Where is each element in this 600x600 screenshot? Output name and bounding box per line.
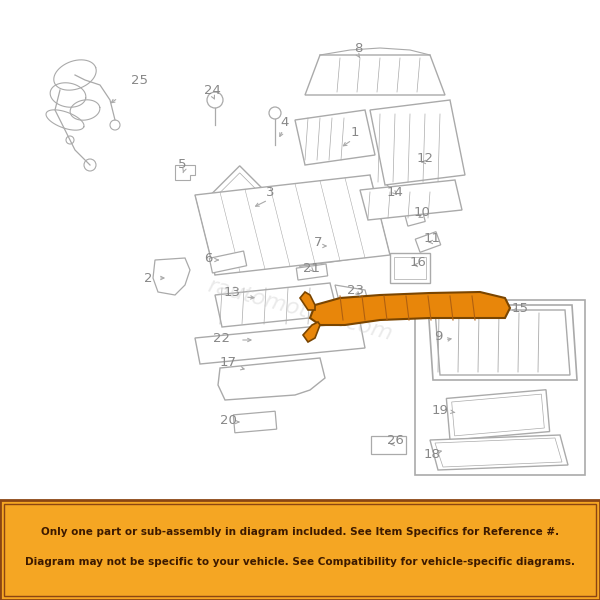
Polygon shape [295,110,375,165]
Text: Only one part or sub-assembly in diagram included. See Item Specifics for Refere: Only one part or sub-assembly in diagram… [41,527,559,537]
Text: 11: 11 [424,232,440,245]
Polygon shape [371,436,406,454]
Text: 10: 10 [413,206,430,220]
Text: 26: 26 [386,433,403,446]
Text: 18: 18 [424,449,440,461]
Polygon shape [390,253,430,283]
Polygon shape [215,283,338,327]
Text: 5: 5 [178,158,186,172]
Text: rаutomotive.com: rаutomotive.com [205,275,395,344]
Text: 8: 8 [354,41,362,55]
Polygon shape [435,310,570,375]
Bar [4,504,596,596]
Polygon shape [452,394,544,436]
Polygon shape [195,322,365,364]
Text: Diagram may not be specific to your vehicle. See Compatibility for vehicle-speci: Diagram may not be specific to your vehi… [25,557,575,567]
Polygon shape [360,180,462,220]
Polygon shape [175,165,195,180]
Text: 22: 22 [214,331,230,344]
Polygon shape [201,166,289,254]
Polygon shape [335,285,370,308]
Text: 12: 12 [416,151,433,164]
Text: 17: 17 [220,355,236,368]
Polygon shape [430,435,568,470]
Polygon shape [208,173,282,247]
Polygon shape [195,175,390,275]
Polygon shape [300,233,380,262]
Text: 13: 13 [223,286,241,299]
Polygon shape [370,100,465,185]
Text: 7: 7 [314,235,322,248]
Bar [0,500,600,600]
Text: 1: 1 [351,125,359,139]
Polygon shape [305,55,445,95]
Polygon shape [405,210,425,226]
Polygon shape [415,232,441,253]
Text: 2: 2 [144,271,152,284]
Bar [415,300,585,475]
Polygon shape [446,390,550,440]
Polygon shape [300,292,315,310]
Text: 3: 3 [266,185,274,199]
Text: 6: 6 [204,251,212,265]
Text: 19: 19 [431,403,448,416]
Polygon shape [153,258,190,295]
Polygon shape [310,292,510,325]
Polygon shape [233,411,277,433]
Text: 9: 9 [434,331,442,343]
Text: 20: 20 [220,413,236,427]
Polygon shape [209,251,247,273]
Text: 16: 16 [410,256,427,269]
Text: 15: 15 [511,301,529,314]
Polygon shape [435,438,562,467]
Text: 24: 24 [203,83,220,97]
Polygon shape [218,358,325,400]
Text: 23: 23 [347,283,364,296]
Text: 25: 25 [131,73,149,86]
Polygon shape [303,322,320,342]
Text: 4: 4 [281,115,289,128]
Text: 21: 21 [304,262,320,275]
Polygon shape [428,305,577,380]
Polygon shape [296,264,328,280]
Polygon shape [296,230,384,266]
Polygon shape [394,257,426,279]
Text: 14: 14 [386,185,403,199]
